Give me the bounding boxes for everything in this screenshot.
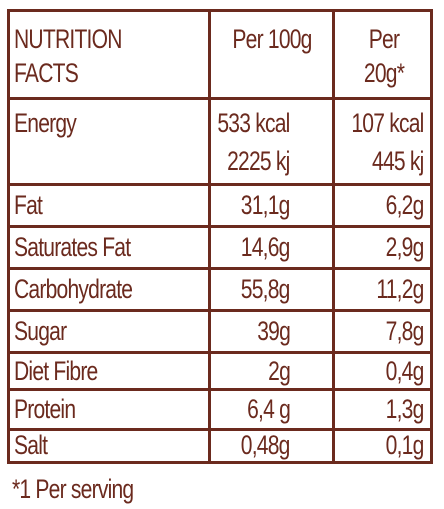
row-label: Protein: [14, 394, 76, 424]
per100-energy-kj: 2225 kj: [227, 146, 291, 176]
per20-value: 2,9g: [386, 232, 425, 262]
table-row: Diet Fibre 2g 0,4g: [10, 354, 430, 391]
nutrition-facts-table: NUTRITION FACTS Per 100g Per 20g* Energy…: [7, 9, 433, 464]
table-row: Energy 533 kcal 2225 kj 107 kcal 445 kj: [10, 100, 430, 186]
column-divider-2: [332, 12, 335, 461]
row-label: Fat: [14, 190, 43, 220]
per20-energy-kj: 445 kj: [372, 146, 424, 176]
per100-energy-kcal: 533 kcal: [217, 108, 291, 138]
row-label: Energy: [14, 108, 77, 138]
per20-value: 0,1g: [386, 430, 425, 460]
per20-value: 6,2g: [386, 190, 425, 220]
per100-value: 31,1g: [241, 190, 291, 220]
per20-value: 7,8g: [386, 316, 425, 346]
table-row: Carbohydrate 55,8g 11,2g: [10, 270, 430, 312]
per20-value: 11,2g: [376, 274, 425, 304]
table-row: Fat 31,1g 6,2g: [10, 186, 430, 228]
per100-value: 14,6g: [241, 232, 291, 262]
per100-value: 0,48g: [241, 430, 291, 460]
per20-energy-kcal: 107 kcal: [351, 108, 425, 138]
title-line-2: FACTS: [14, 58, 79, 88]
per20-value: 107 kcal 445 kj: [351, 106, 425, 183]
table-title: NUTRITION FACTS: [14, 22, 122, 97]
per100-value: 6,4 g: [247, 394, 291, 424]
per20-value: 0,4g: [386, 356, 425, 386]
serving-footnote: *1 Per serving: [12, 474, 134, 504]
row-label: Saturates Fat: [14, 232, 131, 262]
per100-value: 39g: [257, 316, 291, 346]
row-label: Sugar: [14, 316, 67, 346]
per100-value: 55,8g: [241, 274, 291, 304]
column-header-per-100g: Per 100g: [232, 24, 312, 54]
per20-value: 1,3g: [386, 394, 425, 424]
column-header-per-20g: Per 20g*: [363, 24, 405, 88]
table-row: Protein 6,4 g 1,3g: [10, 391, 430, 431]
column-divider-1: [208, 12, 211, 461]
row-label: Carbohydrate: [14, 274, 133, 304]
per100-value: 2g: [268, 356, 291, 386]
table-row: Salt 0,48g 0,1g: [10, 430, 430, 461]
table-row: Saturates Fat 14,6g 2,9g: [10, 228, 430, 270]
row-label: Diet Fibre: [14, 356, 98, 386]
title-line-1: NUTRITION: [14, 24, 122, 54]
per100-value: 533 kcal 2225 kj: [217, 106, 291, 183]
header-row: NUTRITION FACTS Per 100g Per 20g*: [10, 12, 430, 100]
row-label: Salt: [14, 430, 48, 460]
table-row: Sugar 39g 7,8g: [10, 312, 430, 354]
